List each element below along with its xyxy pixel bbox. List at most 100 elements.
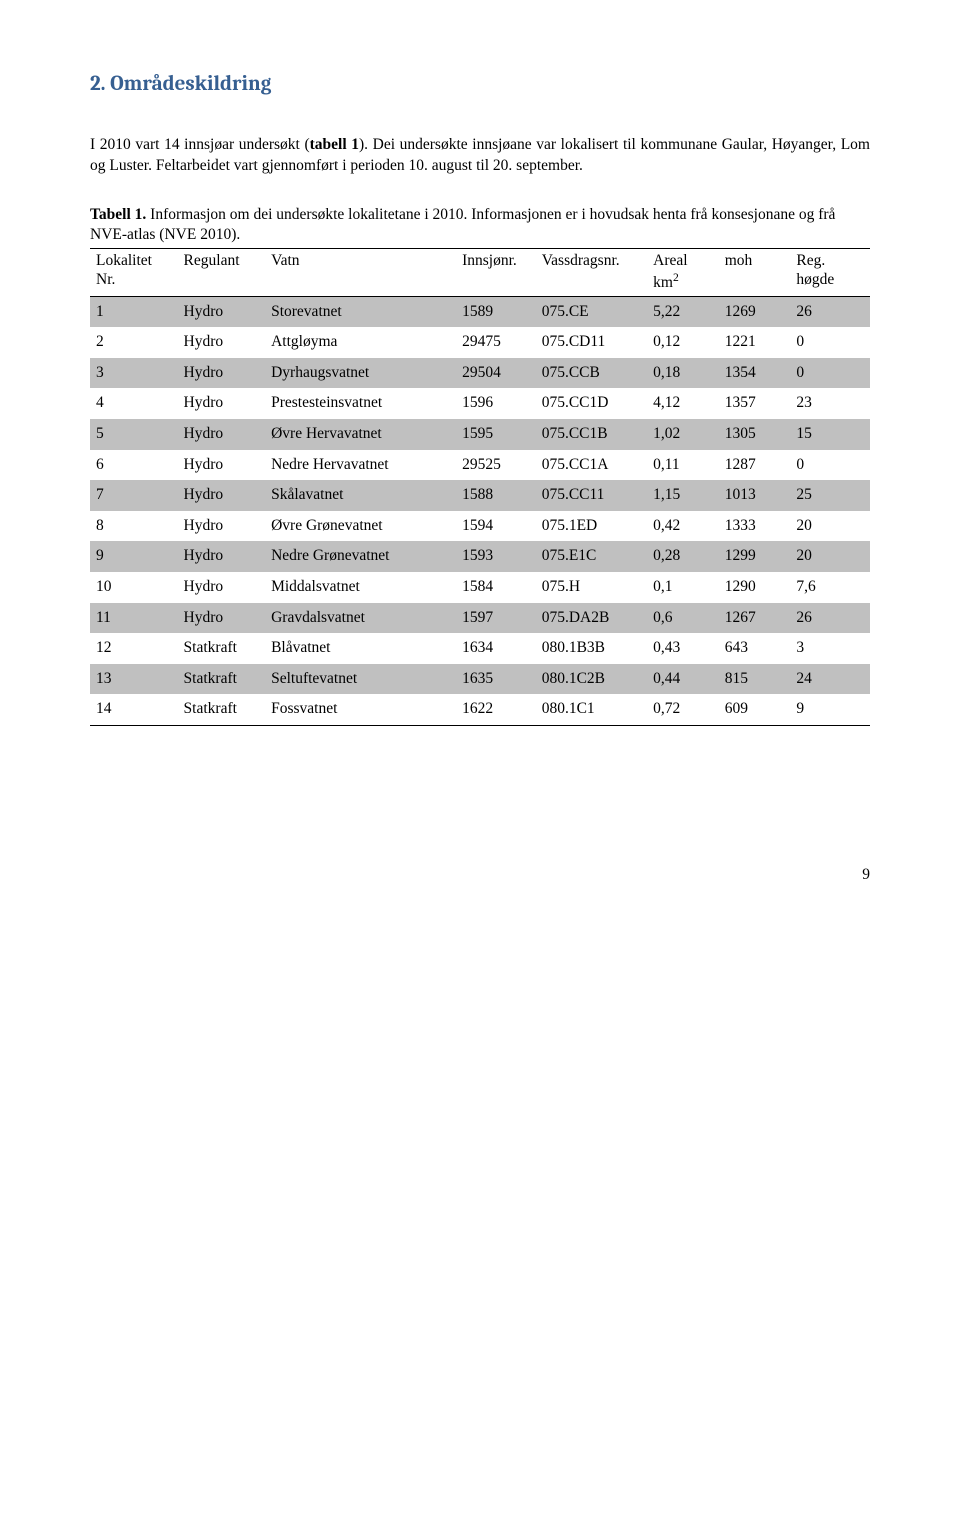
table-cell: Blåvatnet (265, 633, 456, 664)
intro-paragraph: I 2010 vart 14 innsjøar undersøkt (tabel… (90, 134, 870, 177)
table-cell: 1290 (719, 572, 791, 603)
table-cell: 1299 (719, 541, 791, 572)
section-heading: 2. Områdeskildring (90, 72, 870, 96)
table-cell: 075.CC1B (536, 419, 647, 450)
table-cell: 0 (790, 358, 870, 389)
table-cell: 1595 (456, 419, 536, 450)
table-cell: 075.CC1A (536, 450, 647, 481)
table-cell: 075.CC11 (536, 480, 647, 511)
table-cell: 4,12 (647, 388, 719, 419)
table-header-cell: moh (719, 248, 791, 296)
locality-table: LokalitetNr.RegulantVatnInnsjønr.Vassdra… (90, 248, 870, 726)
table-cell: 0,18 (647, 358, 719, 389)
table-cell: 1589 (456, 296, 536, 327)
table-cell: 20 (790, 541, 870, 572)
table-cell: 1 (90, 296, 178, 327)
table-cell: 1635 (456, 664, 536, 695)
table-cell: 1354 (719, 358, 791, 389)
table-cell: Hydro (178, 603, 266, 634)
table-cell: 3 (790, 633, 870, 664)
table-cell: 11 (90, 603, 178, 634)
table-cell: Statkraft (178, 633, 266, 664)
table-cell: 29525 (456, 450, 536, 481)
table-cell: 1596 (456, 388, 536, 419)
table-cell: Øvre Grønevatnet (265, 511, 456, 542)
table-cell: 29475 (456, 327, 536, 358)
table-header-cell: Reg.høgde (790, 248, 870, 296)
table-row: 12StatkraftBlåvatnet1634080.1B3B0,436433 (90, 633, 870, 664)
table-cell: Nedre Grønevatnet (265, 541, 456, 572)
table-cell: 0,44 (647, 664, 719, 695)
table-cell: 5 (90, 419, 178, 450)
table-cell: 3 (90, 358, 178, 389)
table-cell: 24 (790, 664, 870, 695)
table-cell: 0,72 (647, 694, 719, 725)
table-cell: 080.1C1 (536, 694, 647, 725)
table-cell: 1013 (719, 480, 791, 511)
table-cell: 2 (90, 327, 178, 358)
table-cell: 1,02 (647, 419, 719, 450)
table-cell: 1221 (719, 327, 791, 358)
table-cell: Gravdalsvatnet (265, 603, 456, 634)
table-row: 13StatkraftSeltuftevatnet1635080.1C2B0,4… (90, 664, 870, 695)
table-cell: 0 (790, 327, 870, 358)
table-cell: 0,11 (647, 450, 719, 481)
table-cell: 080.1C2B (536, 664, 647, 695)
table-cell: 26 (790, 296, 870, 327)
table-row: 2HydroAttgløyma29475075.CD110,1212210 (90, 327, 870, 358)
table-header-cell: Innsjønr. (456, 248, 536, 296)
table-cell: 0,42 (647, 511, 719, 542)
table-cell: Middalsvatnet (265, 572, 456, 603)
table-header-row: LokalitetNr.RegulantVatnInnsjønr.Vassdra… (90, 248, 870, 296)
table-cell: 1622 (456, 694, 536, 725)
table-cell: Attgløyma (265, 327, 456, 358)
table-row: 5HydroØvre Hervavatnet1595075.CC1B1,0213… (90, 419, 870, 450)
table-cell: 075.E1C (536, 541, 647, 572)
table-cell: Hydro (178, 480, 266, 511)
table-cell: Skålavatnet (265, 480, 456, 511)
table-cell: Hydro (178, 572, 266, 603)
table-cell: Hydro (178, 358, 266, 389)
table-cell: 075.CE (536, 296, 647, 327)
table-cell: 7,6 (790, 572, 870, 603)
table-row: 7HydroSkålavatnet1588075.CC111,15101325 (90, 480, 870, 511)
table-caption: Tabell 1. Informasjon om dei undersøkte … (90, 205, 870, 246)
table-row: 10HydroMiddalsvatnet1584075.H0,112907,6 (90, 572, 870, 603)
table-cell: Hydro (178, 511, 266, 542)
table-cell: 10 (90, 572, 178, 603)
table-cell: 9 (90, 541, 178, 572)
table-cell: 26 (790, 603, 870, 634)
table-cell: 6 (90, 450, 178, 481)
table-cell: 5,22 (647, 296, 719, 327)
table-cell: 075.CCB (536, 358, 647, 389)
table-cell: 23 (790, 388, 870, 419)
table-header-cell: Regulant (178, 248, 266, 296)
table-cell: 14 (90, 694, 178, 725)
table-cell: 9 (790, 694, 870, 725)
table-cell: 15 (790, 419, 870, 450)
table-cell: 1287 (719, 450, 791, 481)
table-cell: Hydro (178, 419, 266, 450)
table-cell: 25 (790, 480, 870, 511)
table-cell: 075.1ED (536, 511, 647, 542)
table-row: 6HydroNedre Hervavatnet29525075.CC1A0,11… (90, 450, 870, 481)
table-cell: 29504 (456, 358, 536, 389)
table-cell: Seltuftevatnet (265, 664, 456, 695)
table-cell: 0,1 (647, 572, 719, 603)
table-cell: 1,15 (647, 480, 719, 511)
table-cell: 1305 (719, 419, 791, 450)
table-cell: Statkraft (178, 694, 266, 725)
table-row: 3HydroDyrhaugsvatnet29504075.CCB0,181354… (90, 358, 870, 389)
table-cell: 0 (790, 450, 870, 481)
table-cell: 609 (719, 694, 791, 725)
table-cell: 0,28 (647, 541, 719, 572)
table-cell: 7 (90, 480, 178, 511)
table-cell: 1269 (719, 296, 791, 327)
table-cell: Dyrhaugsvatnet (265, 358, 456, 389)
table-row: 4HydroPrestesteinsvatnet1596075.CC1D4,12… (90, 388, 870, 419)
table-cell: 13 (90, 664, 178, 695)
table-cell: Hydro (178, 450, 266, 481)
table-cell: Hydro (178, 296, 266, 327)
table-cell: 080.1B3B (536, 633, 647, 664)
page-number: 9 (90, 866, 870, 884)
